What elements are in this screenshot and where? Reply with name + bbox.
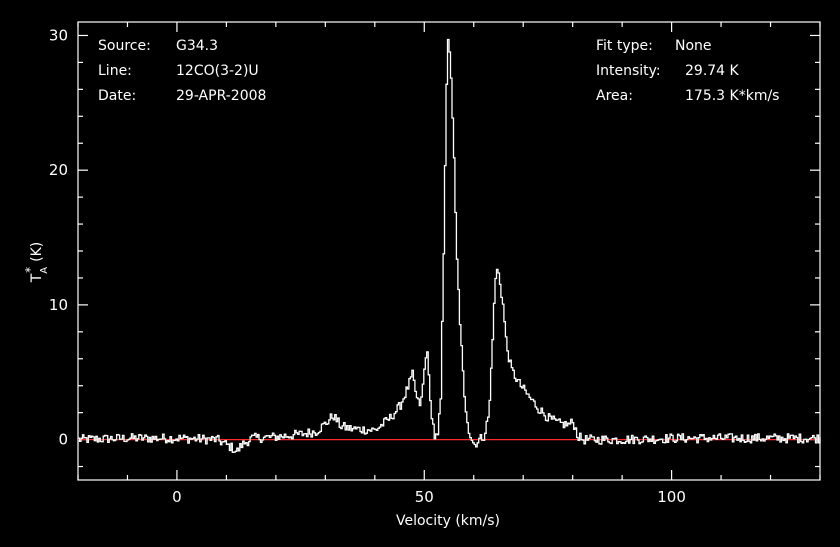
axis-ticks [77, 22, 821, 480]
y-axis-label-sup: * [23, 267, 37, 273]
info-intensity-label: Intensity: [596, 63, 661, 79]
axis-tick-labels: 0 50 100 0 10 20 30 [49, 26, 686, 506]
info-area-label: Area: [596, 88, 633, 104]
info-line-label: Line: [98, 63, 132, 79]
info-line-value: 12CO(3-2)U [176, 63, 259, 79]
x-axis-label: Velocity (km/s) [396, 513, 500, 529]
y-axis-label-base: T [29, 273, 45, 283]
info-area-value: 175.3 K*km/s [685, 88, 779, 104]
info-intensity-value: 29.74 K [685, 63, 740, 79]
x-tick-label: 0 [172, 488, 182, 506]
x-tick-label: 100 [657, 488, 686, 506]
y-axis-label: TA* (K) [23, 242, 50, 284]
info-date-value: 29-APR-2008 [176, 88, 266, 104]
y-tick-label: 30 [49, 26, 68, 44]
y-tick-label: 0 [58, 431, 68, 449]
y-axis-label-text: TA* (K) [23, 242, 50, 284]
info-source-label: Source: [98, 38, 151, 54]
y-axis-label-unit: (K) [29, 242, 45, 262]
y-tick-label: 10 [49, 296, 68, 314]
spectrum-series-line [78, 38, 821, 454]
x-tick-label: 50 [415, 488, 434, 506]
info-source-value: G34.3 [176, 38, 218, 54]
info-date-label: Date: [98, 88, 136, 104]
info-fit-type-label: Fit type: [596, 38, 653, 54]
info-fit-type-value: None [675, 38, 712, 54]
y-tick-label: 20 [49, 161, 68, 179]
y-axis-label-sub: A [39, 267, 50, 274]
